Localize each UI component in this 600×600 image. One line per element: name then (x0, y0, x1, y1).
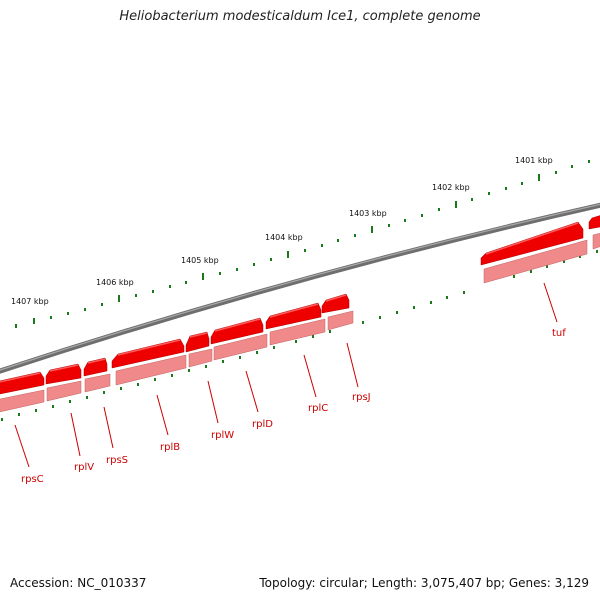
gene-arrow-tuf[interactable] (480, 221, 584, 266)
gene-arrow-rplV[interactable] (45, 363, 82, 385)
genome-title: Heliobacterium modesticaldum Ice1, compl… (119, 9, 481, 24)
gene-label[interactable]: rpsJ (352, 392, 371, 403)
gene-arrow-rpsJ[interactable] (321, 293, 350, 314)
cds-bar-rplD (213, 333, 268, 361)
cds-bar-rplB (115, 354, 187, 386)
gene-label[interactable]: rplC (308, 403, 328, 414)
gene-label[interactable]: rplB (160, 442, 180, 453)
gene-label[interactable]: tuf (552, 328, 566, 339)
scale-label: 1402 kbp (432, 183, 470, 192)
scale-label: 1404 kbp (265, 233, 303, 242)
cds-bar-rpsJ (327, 310, 354, 331)
gene-arrow-highlights (0, 222, 579, 383)
gene-arrow-next[interactable] (588, 214, 600, 230)
gene-arrows (0, 214, 600, 395)
gene-label[interactable]: rplV (74, 462, 94, 473)
scale-label: 1405 kbp (181, 256, 219, 265)
gene-label-leaders (14, 282, 558, 468)
gene-arrow-rplD[interactable] (210, 317, 264, 345)
cds-bar-tuf (483, 239, 588, 284)
genome-backbone-highlight (0, 203, 600, 371)
upper-scale-ticks (15, 160, 590, 328)
scale-label: 1401 kbp (515, 156, 553, 165)
cds-bar-rpsS (84, 373, 111, 393)
gene-labels: rpsC rplV rpsS rplB rplW rplD rplC rpsJ … (21, 328, 566, 485)
cds-bar-rplC (269, 318, 326, 346)
gene-label[interactable]: rplD (252, 419, 273, 430)
gene-label[interactable]: rpsC (21, 474, 44, 485)
gene-arrow-rpsC[interactable] (0, 371, 45, 395)
gene-label[interactable]: rpsS (106, 455, 128, 466)
gene-label[interactable]: rplW (211, 430, 234, 441)
scale-label: 1407 kbp (11, 297, 49, 306)
gene-arrow-rplB[interactable] (111, 338, 185, 369)
scale-label: 1406 kbp (96, 278, 134, 287)
topology-text: Topology: circular; Length: 3,075,407 bp… (259, 576, 589, 590)
cds-bars (0, 232, 600, 413)
scale-label: 1403 kbp (349, 209, 387, 218)
cds-bar-rplV (46, 380, 82, 402)
gene-arrow-rplC[interactable] (265, 302, 322, 330)
scale-labels: 1407 kbp 1406 kbp 1405 kbp 1404 kbp 1403… (11, 156, 553, 306)
accession-text: Accession: NC_010337 (10, 576, 147, 590)
cds-bar-next (592, 232, 600, 250)
genome-backbone (0, 202, 600, 374)
cds-bar-rpsC (0, 389, 45, 413)
cds-bar-rplW (188, 348, 213, 368)
